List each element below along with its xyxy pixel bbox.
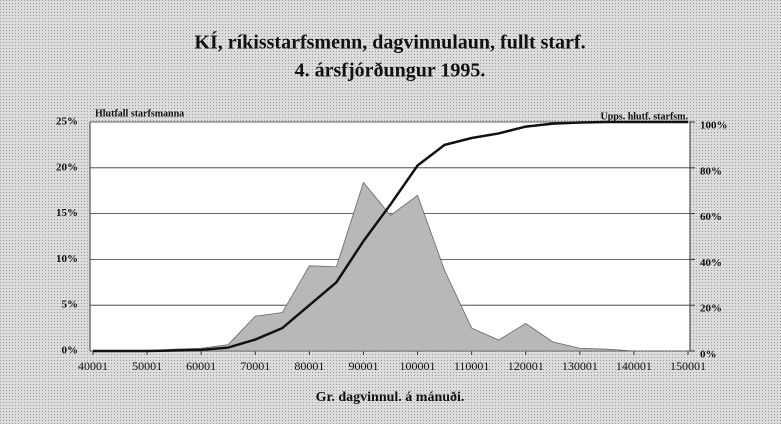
chart-title: 4. ársfjórðungur 1995. — [295, 60, 486, 82]
y-tick-label: 0% — [62, 345, 79, 357]
chart-title: KÍ, ríkisstarfsmenn, dagvinnulaun, fullt… — [194, 31, 585, 54]
x-tick-label: 80001 — [294, 359, 324, 373]
y2-tick-label: 60% — [700, 211, 722, 223]
x-tick-label: 60001 — [186, 359, 216, 373]
x-tick-label: 140001 — [616, 359, 652, 373]
y2-tick-label: 100% — [700, 120, 728, 132]
y2-tick-label: 40% — [700, 257, 722, 269]
x-tick-label: 70001 — [240, 359, 270, 373]
x-tick-label: 100001 — [400, 359, 436, 373]
x-tick-label: 150001 — [670, 359, 706, 373]
y-tick-label: 5% — [62, 299, 79, 311]
x-tick-label: 120001 — [508, 359, 544, 373]
line — [93, 120, 688, 353]
x-tick-label: 130001 — [562, 359, 598, 373]
y2-tick-label: 0% — [700, 349, 717, 361]
y-tick-label: 20% — [56, 161, 78, 173]
area — [93, 181, 688, 352]
x-tick-label: 90001 — [348, 359, 378, 373]
y-tick-label: 15% — [56, 207, 78, 219]
y-axis-label: Hlutfall starfsmanna — [95, 108, 184, 119]
y2-tick-label: 20% — [700, 303, 722, 315]
x-tick-label: 40001 — [78, 359, 108, 373]
y-tick-label: 10% — [56, 253, 78, 265]
y2-tick-label: 80% — [700, 165, 722, 177]
y-tick-label: 25% — [56, 116, 78, 128]
x-tick-label: 50001 — [132, 359, 162, 373]
x-axis-label: Gr. dagvinnul. á mánuði. — [316, 389, 465, 405]
x-tick-label: 110001 — [454, 359, 490, 373]
y2-axis-label: Upps. hlutf. starfsm. — [600, 111, 688, 122]
